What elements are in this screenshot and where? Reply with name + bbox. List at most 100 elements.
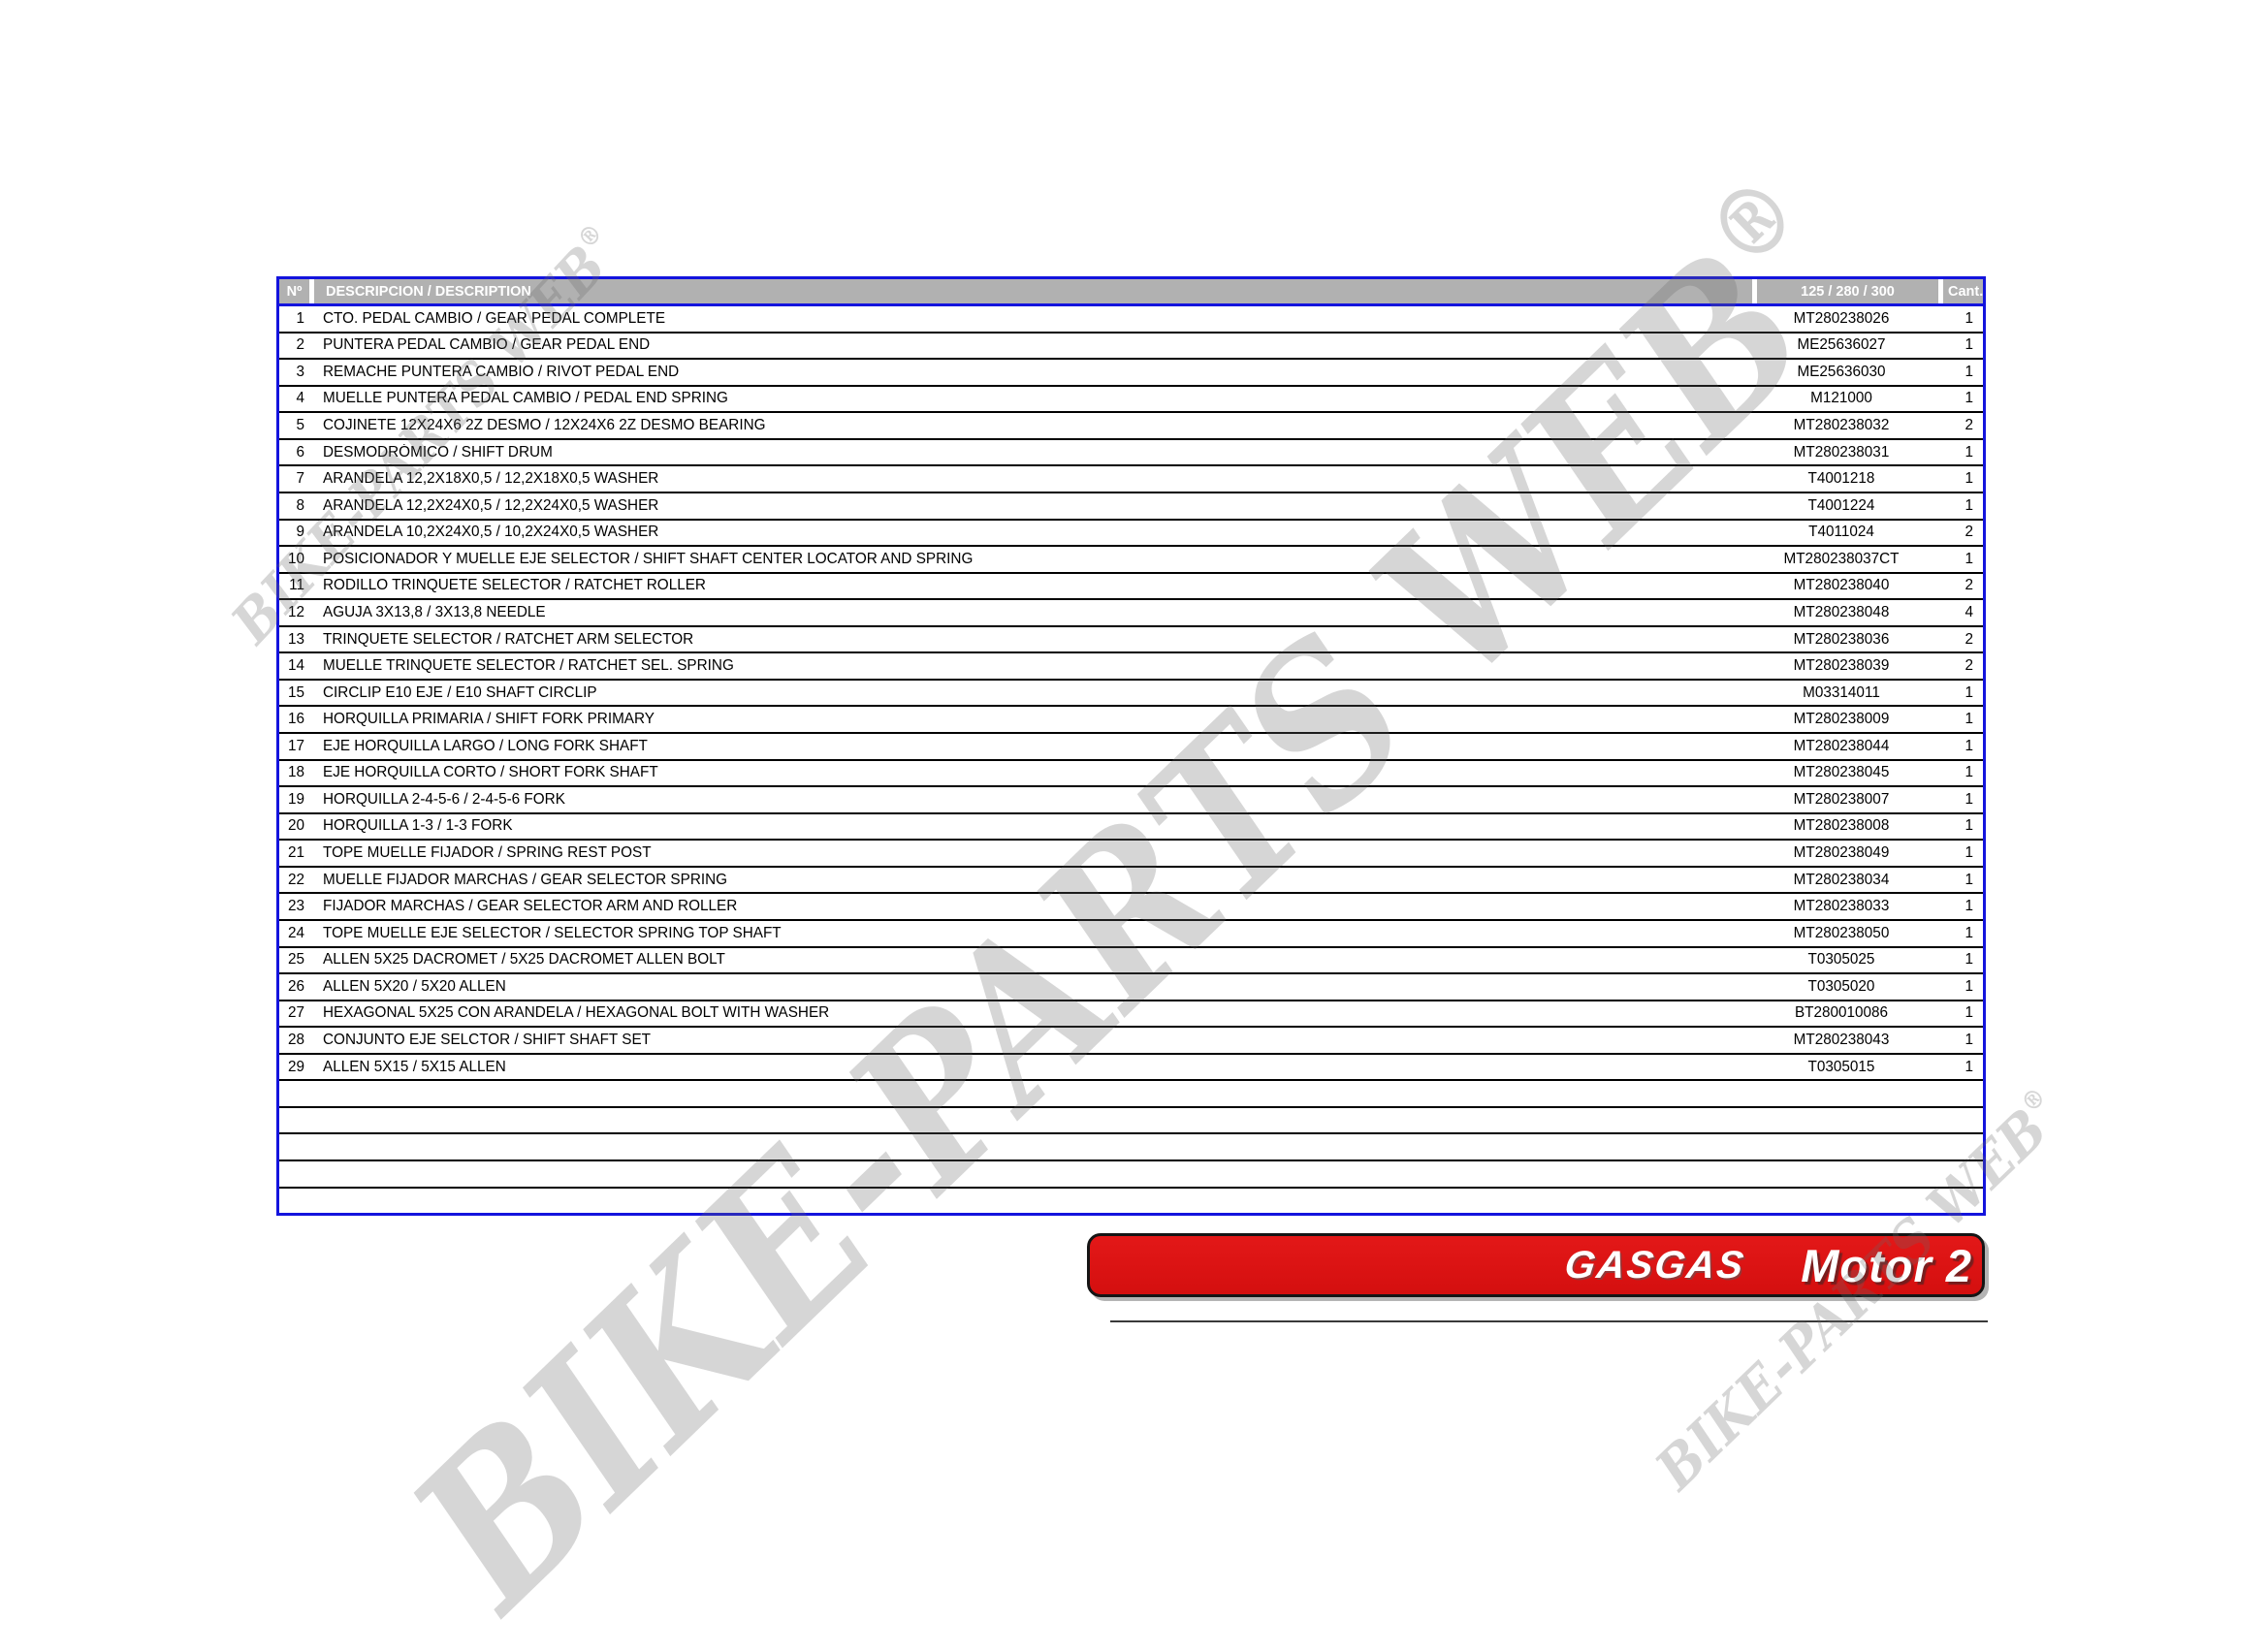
registered-mark-icon: ®	[1685, 153, 1821, 290]
header-col-quantity: Cant.	[1938, 279, 1983, 303]
table-row: 4 MUELLE PUNTERA PEDAL CAMBIO / PEDAL EN…	[279, 384, 1983, 412]
row-part-number: MT280238034	[1793, 871, 1890, 888]
row-description: TOPE MUELLE EJE SELECTOR / SELECTOR SPRI…	[323, 924, 782, 941]
row-description: HORQUILLA 1-3 / 1-3 FORK	[323, 817, 513, 835]
row-description: HEXAGONAL 5X25 CON ARANDELA / HEXAGONAL …	[323, 1004, 830, 1022]
row-quantity: 1	[1965, 737, 1973, 754]
row-description: CTO. PEDAL CAMBIO / GEAR PEDAL COMPLETE	[323, 309, 666, 327]
row-part-number: MT280238037CT	[1783, 550, 1900, 567]
row-part-number: MT280238008	[1793, 817, 1890, 835]
row-quantity: 1	[1965, 496, 1973, 514]
registered-mark-icon: ®	[571, 217, 610, 255]
row-number: 3	[296, 363, 304, 380]
row-quantity: 1	[1965, 977, 1973, 995]
header-col-part-number: 125 / 280 / 300	[1752, 279, 1938, 303]
row-part-number: MT280238033	[1793, 898, 1890, 915]
row-description: ARANDELA 10,2X24X0,5 / 10,2X24X0,5 WASHE…	[323, 524, 659, 541]
row-quantity: 1	[1965, 550, 1973, 567]
table-row: 23 FIJADOR MARCHAS / GEAR SELECTOR ARM A…	[279, 892, 1983, 919]
row-part-number: ME25636027	[1797, 336, 1886, 354]
row-part-number: T0305020	[1807, 977, 1875, 995]
row-number: 26	[287, 977, 304, 995]
row-part-number: T4011024	[1808, 524, 1874, 541]
row-number: 8	[296, 496, 304, 514]
row-quantity: 4	[1965, 603, 1973, 620]
row-number: 4	[296, 390, 304, 407]
row-quantity: 1	[1965, 443, 1973, 461]
row-part-number: MT280238045	[1793, 764, 1890, 781]
row-description: TOPE MUELLE FIJADOR / SPRING REST POST	[323, 844, 652, 862]
row-part-number: M121000	[1810, 390, 1872, 407]
row-number: 20	[287, 817, 304, 835]
row-description: ALLEN 5X20 / 5X20 ALLEN	[323, 977, 506, 995]
parts-table: Nº DESCRIPCION / DESCRIPTION 125 / 280 /…	[276, 276, 1986, 1216]
row-number: 6	[296, 443, 304, 461]
row-quantity: 2	[1965, 657, 1973, 675]
row-number: 7	[296, 470, 304, 488]
row-part-number: MT280238026	[1793, 309, 1890, 327]
table-row: 16 HORQUILLA PRIMARIA / SHIFT FORK PRIMA…	[279, 705, 1983, 732]
table-row: 10 POSICIONADOR Y MUELLE EJE SELECTOR / …	[279, 545, 1983, 572]
row-quantity: 1	[1965, 309, 1973, 327]
table-row: 3 REMACHE PUNTERA CAMBIO / RIVOT PEDAL E…	[279, 358, 1983, 385]
table-row: 17 EJE HORQUILLA LARGO / LONG FORK SHAFT…	[279, 732, 1983, 759]
row-quantity: 1	[1965, 1004, 1973, 1022]
row-quantity: 1	[1965, 470, 1973, 488]
table-row: 8 ARANDELA 12,2X24X0,5 / 12,2X24X0,5 WAS…	[279, 491, 1983, 519]
row-quantity: 1	[1965, 390, 1973, 407]
row-part-number: BT280010086	[1794, 1004, 1889, 1022]
row-quantity: 1	[1965, 764, 1973, 781]
row-description: REMACHE PUNTERA CAMBIO / RIVOT PEDAL END	[323, 363, 680, 380]
row-description: RODILLO TRINQUETE SELECTOR / RATCHET ROL…	[323, 577, 706, 594]
row-part-number: MT280238048	[1793, 603, 1890, 620]
row-quantity: 2	[1965, 630, 1973, 648]
row-number: 9	[296, 524, 304, 541]
table-row: 13 TRINQUETE SELECTOR / RATCHET ARM SELE…	[279, 624, 1983, 652]
row-part-number: MT280238007	[1793, 790, 1890, 808]
row-description: PUNTERA PEDAL CAMBIO / GEAR PEDAL END	[323, 336, 651, 354]
row-part-number: T4001224	[1807, 496, 1875, 514]
row-description: TRINQUETE SELECTOR / RATCHET ARM SELECTO…	[323, 630, 694, 648]
row-description: DESMODRÓMICO / SHIFT DRUM	[323, 443, 553, 461]
row-number: 29	[287, 1058, 304, 1075]
table-row: 9 ARANDELA 10,2X24X0,5 / 10,2X24X0,5 WAS…	[279, 518, 1983, 546]
row-part-number: ME25636030	[1797, 363, 1886, 380]
row-description: HORQUILLA 2-4-5-6 / 2-4-5-6 FORK	[323, 790, 565, 808]
footer-divider	[1110, 1320, 1988, 1322]
row-number: 25	[287, 951, 304, 969]
row-quantity: 2	[1965, 577, 1973, 594]
row-description: CONJUNTO EJE SELCTOR / SHIFT SHAFT SET	[323, 1031, 652, 1048]
row-part-number: MT280238039	[1793, 657, 1890, 675]
row-quantity: 1	[1965, 871, 1973, 888]
diagram-title: Motor 2	[1801, 1239, 1972, 1291]
registered-mark-icon: ®	[2015, 1081, 2053, 1120]
row-part-number: T0305015	[1807, 1058, 1875, 1075]
row-quantity: 1	[1965, 363, 1973, 380]
table-row: 7 ARANDELA 12,2X18X0,5 / 12,2X18X0,5 WAS…	[279, 464, 1983, 492]
table-row: 11 RODILLO TRINQUETE SELECTOR / RATCHET …	[279, 571, 1983, 599]
row-description: CIRCLIP E10 EJE / E10 SHAFT CIRCLIP	[323, 683, 597, 701]
table-row: 12 AGUJA 3X13,8 / 3X13,8 NEEDLE MT280238…	[279, 598, 1983, 625]
row-part-number: MT280238036	[1793, 630, 1890, 648]
footer-banner: GASGAS Motor 2	[1087, 1233, 1985, 1297]
row-part-number: MT280238031	[1793, 443, 1890, 461]
row-number: 19	[287, 790, 304, 808]
row-number: 17	[287, 737, 304, 754]
row-quantity: 1	[1965, 844, 1973, 862]
row-number: 28	[287, 1031, 304, 1048]
row-description: MUELLE PUNTERA PEDAL CAMBIO / PEDAL END …	[323, 390, 728, 407]
row-description: AGUJA 3X13,8 / 3X13,8 NEEDLE	[323, 603, 546, 620]
row-description: COJINETE 12X24X6 2Z DESMO / 12X24X6 2Z D…	[323, 417, 766, 434]
table-row: 22 MUELLE FIJADOR MARCHAS / GEAR SELECTO…	[279, 865, 1983, 893]
row-description: EJE HORQUILLA CORTO / SHORT FORK SHAFT	[323, 764, 658, 781]
row-number: 16	[287, 711, 304, 728]
header-col-description: DESCRIPCION / DESCRIPTION	[309, 279, 1752, 303]
row-number: 5	[296, 417, 304, 434]
table-row: 27 HEXAGONAL 5X25 CON ARANDELA / HEXAGON…	[279, 999, 1983, 1027]
row-description: ARANDELA 12,2X24X0,5 / 12,2X24X0,5 WASHE…	[323, 496, 659, 514]
row-quantity: 1	[1965, 336, 1973, 354]
row-number: 23	[287, 898, 304, 915]
table-row: 21 TOPE MUELLE FIJADOR / SPRING REST POS…	[279, 839, 1983, 866]
table-row: 14 MUELLE TRINQUETE SELECTOR / RATCHET S…	[279, 651, 1983, 679]
row-quantity: 1	[1965, 898, 1973, 915]
